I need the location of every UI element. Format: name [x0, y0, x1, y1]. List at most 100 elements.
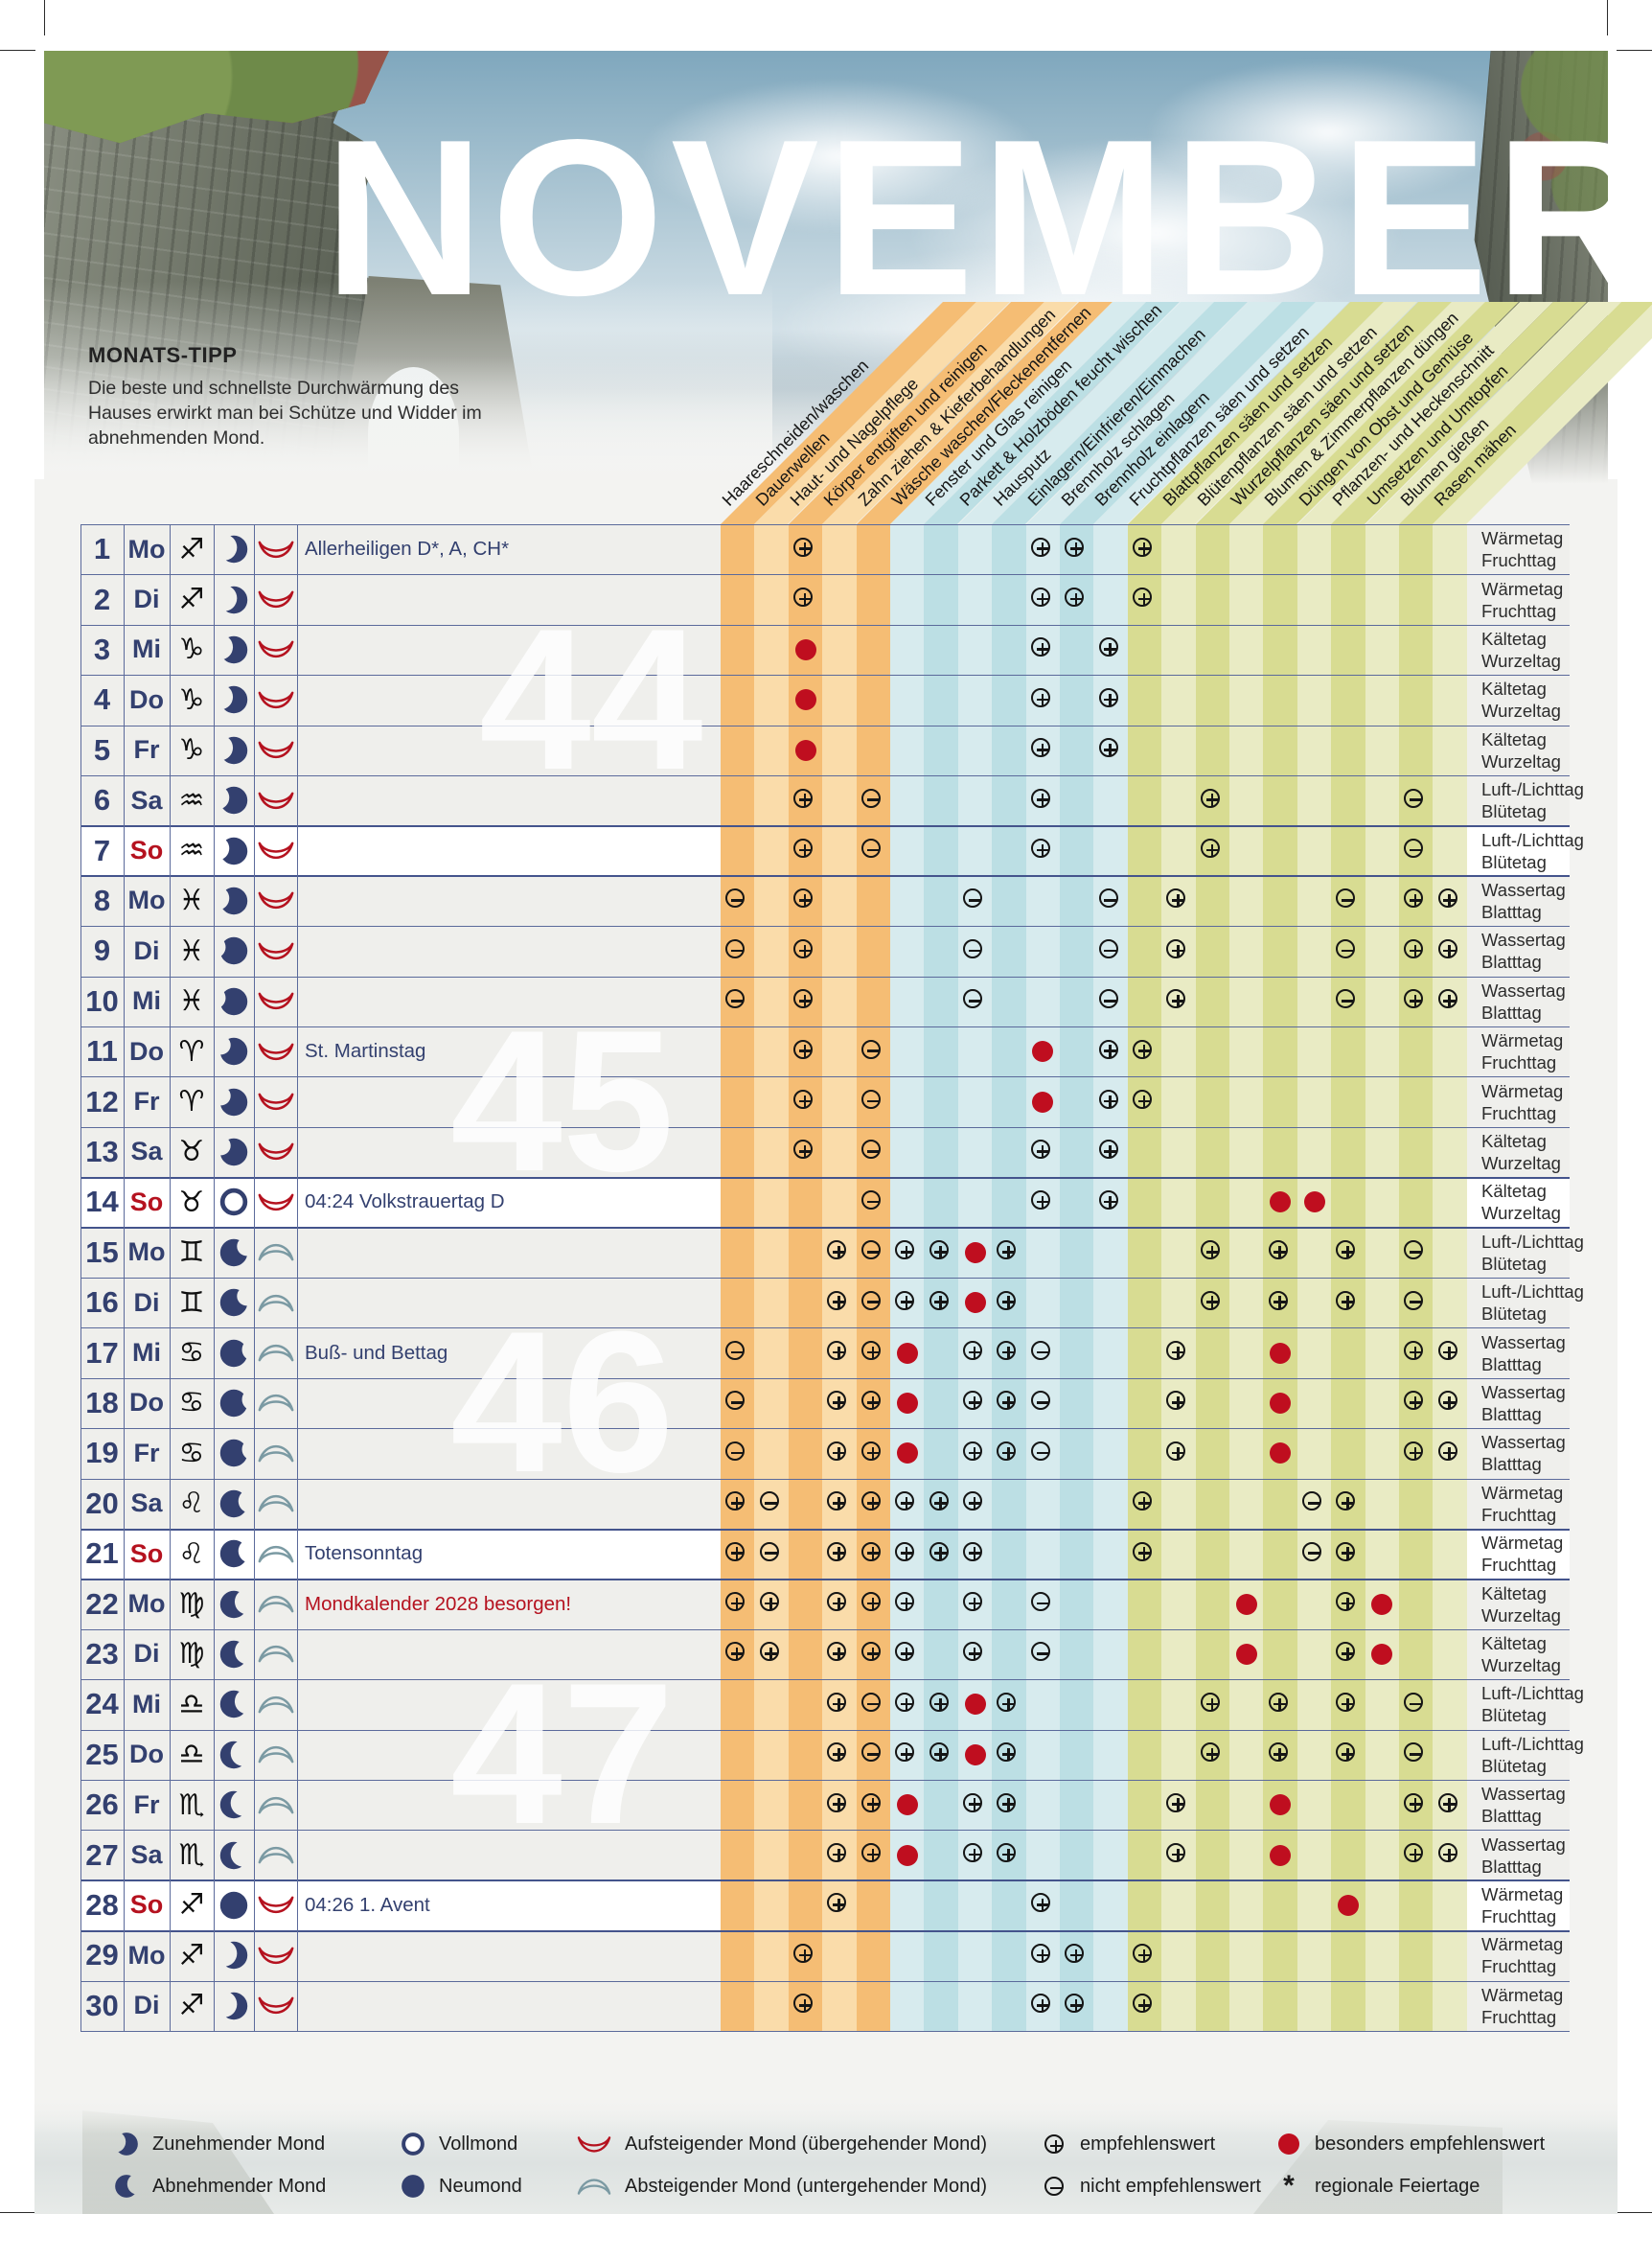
- descending-moon-icon: [254, 1579, 297, 1628]
- day-number: 8: [93, 883, 111, 917]
- not-recommended-mark-haareschneiden-waschen: [725, 1391, 749, 1415]
- calendar-row-day-21: 21 So ♌ Totensonntag Wärmetag Fruchttag: [0, 1529, 1652, 1579]
- moon-phase-icon-waxing-2: [214, 726, 254, 775]
- descending-moon-icon: [254, 1679, 297, 1729]
- moon-phase-icon-waxing-3: [214, 775, 254, 825]
- legend-label: Abnehmender Mond: [152, 2175, 327, 2197]
- calendar-row-day-22: 22 Mo ♍ Mondkalender 2028 besorgen! Kältetag…: [0, 1579, 1652, 1628]
- row-separator: [80, 976, 1570, 978]
- recommended-mark-haut-und-nagelpflege: [793, 788, 817, 813]
- weekday-label: Fr: [133, 735, 160, 765]
- highly-recommended-mark-blumen-zimmerpflanzen-d-ngen: [1269, 1843, 1293, 1867]
- recommended-mark-pflanzen-und-heckenschnitt: [1336, 1742, 1360, 1766]
- zodiac-icon-steinbock: ♑: [178, 633, 205, 667]
- day-number: 3: [93, 632, 111, 666]
- not-recommended-mark-dauerwellen: [759, 1491, 784, 1515]
- highly-recommended-mark-parkett-holzb-den-feucht-wischen: [963, 1742, 987, 1766]
- legend-label: Vollmond: [439, 2133, 518, 2155]
- row-separator: [80, 926, 1570, 928]
- day-type-line-2: Blütetag: [1481, 801, 1547, 822]
- highly-recommended-mark-blumen-zimmerpflanzen-d-ngen: [1269, 1391, 1293, 1415]
- day-type-line-1: Wärmetag: [1481, 1984, 1564, 2005]
- day-number: 30: [85, 1988, 119, 2022]
- not-recommended-mark-zahn-ziehen-kieferbehandlungen: [860, 839, 885, 863]
- moon-phase-icon-waning-5: [214, 1228, 254, 1278]
- day-type-label: Wassertag Blatttag: [1481, 1378, 1635, 1428]
- zodiac-icon-jungfrau: ♍: [178, 1637, 205, 1672]
- legend-item-aufsteigender-mond-bergehender-mond: Aufsteigender Mond (übergehender Mond): [575, 2128, 987, 2160]
- moon-phase-icon-waning-1: [214, 1730, 254, 1780]
- recommended-mark-parkett-holzb-den-feucht-wischen: [963, 1391, 987, 1415]
- recommended-mark-hausputz: [997, 1441, 1021, 1465]
- legend-item-neumond: Neumond: [399, 2170, 522, 2202]
- day-number: 28: [85, 1887, 119, 1922]
- calendar-row-day-7: 7 So ♒ Luft-/Lichttag Blütetag: [0, 825, 1652, 875]
- recommended-mark-w-sche-waschen-fleckenentfernen: [895, 1692, 919, 1717]
- zodiac-icon-sch-tze: ♐: [178, 532, 205, 566]
- not-recommended-mark-haareschneiden-waschen: [725, 989, 749, 1013]
- not-recommended-mark-haareschneiden-waschen: [725, 1441, 749, 1465]
- day-number: 9: [93, 934, 111, 968]
- day-number: 1: [93, 532, 111, 566]
- recommended-mark-brennholz-einlagern: [1098, 738, 1123, 762]
- recommended-mark-w-sche-waschen-fleckenentfernen: [895, 1642, 919, 1666]
- day-type-label: Wärmetag Fruchttag: [1481, 524, 1635, 574]
- not-recommended-mark-haareschneiden-waschen: [725, 938, 749, 963]
- highly-recommended-mark-wurzelpflanzen-s-en-und-setzen: [1234, 1592, 1258, 1616]
- recommended-mark-brennholz-einlagern: [1098, 1039, 1123, 1064]
- highly-recommended-mark-haut-und-nagelpflege: [793, 688, 817, 712]
- holiday-note: 04:24 Volkstrauertag D: [305, 1190, 505, 1213]
- recommended-mark-bl-tenpflanzen-s-en-und-setzen: [1200, 1742, 1225, 1766]
- day-type-line-2: Fruchttag: [1481, 1052, 1557, 1073]
- recommended-mark-pflanzen-und-heckenschnitt: [1336, 1642, 1360, 1666]
- moon-phase-icon-full: [214, 1177, 254, 1227]
- recommended-mark-zahn-ziehen-kieferbehandlungen: [860, 1843, 885, 1867]
- day-type-line-1: Kältetag: [1481, 1582, 1547, 1603]
- day-type-line-2: Fruchttag: [1481, 550, 1557, 571]
- highly-recommended-mark-parkett-holzb-den-feucht-wischen: [963, 1240, 987, 1264]
- day-number: 10: [85, 983, 119, 1018]
- moon-phase-icon-waxing-1: [214, 574, 254, 624]
- month-tip: MONATS-TIPP Die beste und schnellste Dur…: [88, 343, 510, 450]
- day-type-line-1: Wassertag: [1481, 1331, 1566, 1352]
- day-type-line-2: Blütetag: [1481, 1705, 1547, 1726]
- recommended-mark-pflanzen-und-heckenschnitt: [1336, 1692, 1360, 1717]
- calendar-row-day-18: 18 Do ♋ Wassertag Blatttag: [0, 1378, 1652, 1428]
- calendar-row-day-1: 1 Mo ♐ Allerheiligen D*, A, CH* Wärmetag Fruc…: [0, 524, 1652, 574]
- ascending-moon-icon: [254, 1981, 297, 2031]
- not-recommended-mark-blumen-gie-en: [1404, 1240, 1428, 1264]
- ascending-moon-icon: [254, 574, 297, 624]
- row-separator: [80, 1126, 1570, 1128]
- weekday-label: Mo: [127, 1589, 166, 1619]
- recommended-mark-bl-tenpflanzen-s-en-und-setzen: [1200, 1692, 1225, 1717]
- calendar-row-day-25: 25 Do ♎ Luft-/Lichttag Blütetag: [0, 1730, 1652, 1780]
- recommended-mark-fruchtpflanzen-s-en-und-setzen: [1133, 1994, 1157, 2018]
- zodiac-icon-skorpion: ♏: [178, 1787, 205, 1822]
- crop-mark-bottom-right-h: [1617, 2212, 1652, 2213]
- recommended-mark-brennholz-schlagen: [1065, 1994, 1089, 2018]
- ascending-moon-icon: [254, 1880, 297, 1930]
- day-type-line-1: Luft-/Lichttag: [1481, 829, 1584, 850]
- zodiac-icon-l-we: ♌: [178, 1536, 205, 1571]
- day-type-line-1: Kältetag: [1481, 1181, 1547, 1202]
- day-type-line-1: Wassertag: [1481, 1381, 1566, 1402]
- weekday-label: Sa: [130, 785, 163, 815]
- day-type-label: Luft-/Lichttag Blütetag: [1481, 825, 1635, 875]
- recommended-mark-blattpflanzen-s-en-und-setzen: [1166, 1391, 1190, 1415]
- calendar-row-day-2: 2 Di ♐ Wärmetag Fruchttag: [0, 574, 1652, 624]
- highly-recommended-mark-w-sche-waschen-fleckenentfernen: [895, 1793, 919, 1817]
- day-type-line-2: Blütetag: [1481, 1755, 1547, 1776]
- ascending-moon-icon: [254, 726, 297, 775]
- calendar-row-day-17: 17 Mi ♋ Buß- und Bettag Wassertag Blatttag: [0, 1327, 1652, 1377]
- zodiac-icon-widder: ♈: [178, 1034, 205, 1069]
- day-number: 11: [86, 1034, 118, 1069]
- highly-recommended-mark-wurzelpflanzen-s-en-und-setzen: [1234, 1642, 1258, 1666]
- row-separator: [80, 1428, 1570, 1430]
- descending-moon-icon: [254, 1479, 297, 1529]
- recommended-mark-blumen-gie-en: [1404, 989, 1428, 1013]
- moon-phase-icon-waxing-5: [214, 1127, 254, 1177]
- not-recommended-mark-blumen-gie-en: [1404, 1290, 1428, 1315]
- day-type-line-1: Wassertag: [1481, 1432, 1566, 1453]
- weekday-label: Di: [133, 585, 160, 614]
- row-separator: [80, 1879, 1570, 1882]
